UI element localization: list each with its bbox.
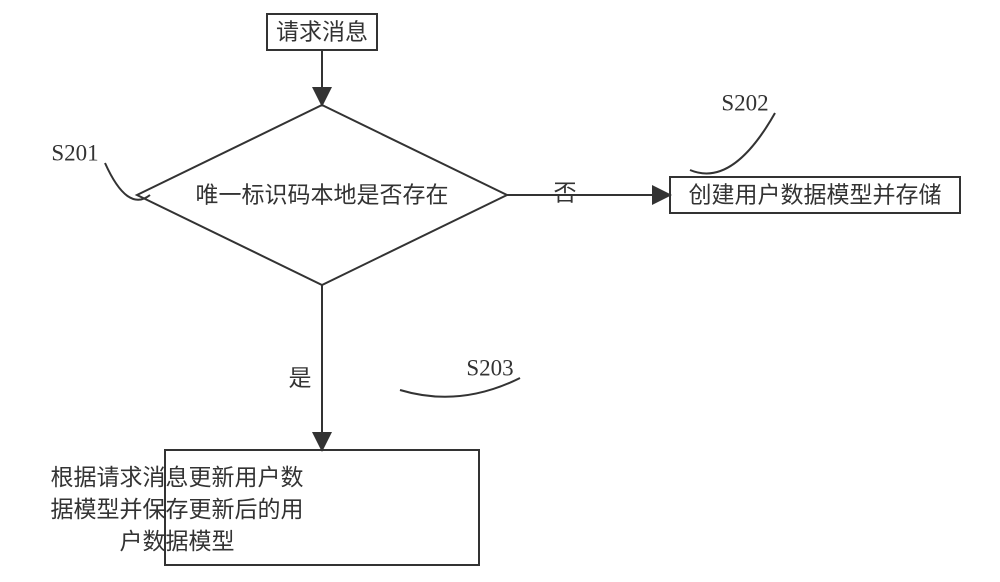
update-node-text: 根据请求消息更新用户数据模型并保存更新后的用户数据模型 [51,465,304,554]
step-curve-s203 [400,378,520,397]
step-curve-s201 [105,163,150,200]
step-curve-s202 [690,113,775,173]
edge-label-2: 是 [289,365,312,390]
edge-label-1: 否 [554,180,577,205]
decision-node-text: 唯一标识码本地是否存在 [196,182,449,207]
step-label-s201: S201 [51,140,98,165]
step-label-s203: S203 [466,355,513,380]
create-node-text: 创建用户数据模型并存储 [689,182,942,207]
start-node-text: 请求消息 [276,19,368,44]
step-label-s202: S202 [721,90,768,115]
